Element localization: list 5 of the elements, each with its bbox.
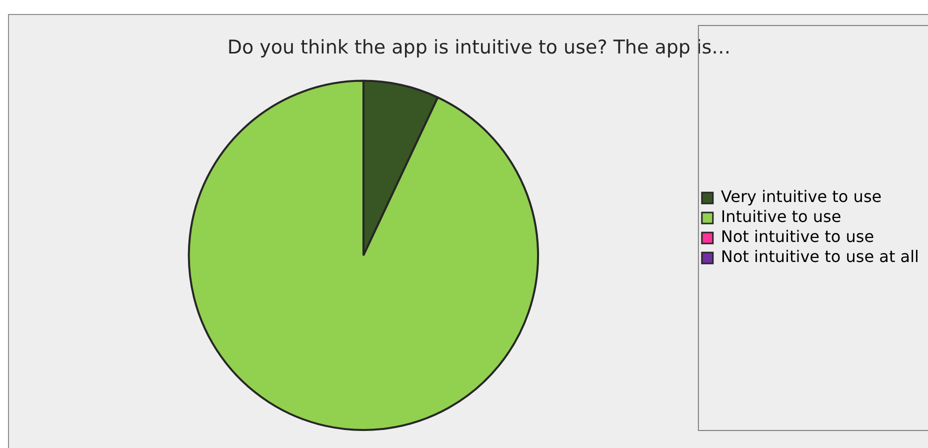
chart-title: Do you think the app is intuitive to use? The app is…: [227, 36, 731, 58]
legend-label: Not intuitive to use: [720, 227, 874, 246]
legend-label: Very intuitive to use: [720, 187, 882, 206]
legend-label: Intuitive to use: [720, 207, 842, 226]
legend-label: Not intuitive to use at all: [720, 247, 919, 266]
